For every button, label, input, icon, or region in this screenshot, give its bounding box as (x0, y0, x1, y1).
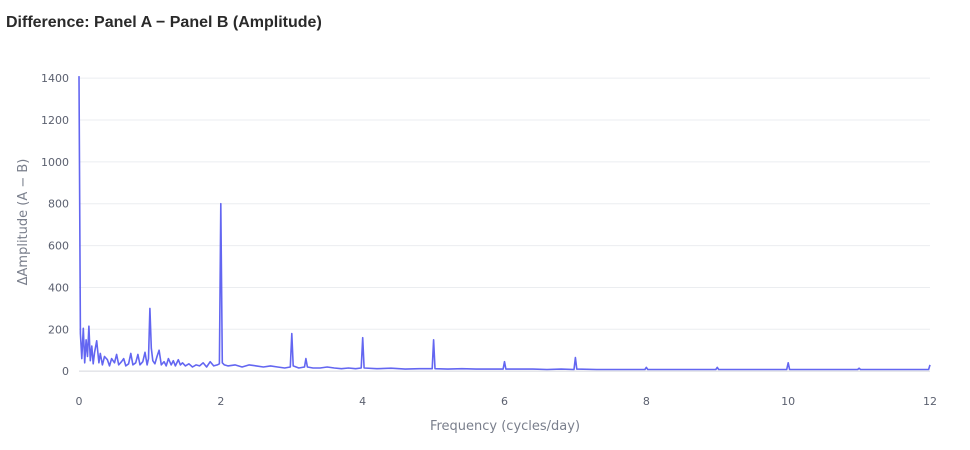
y-tick-label: 1400 (41, 72, 69, 85)
y-tick-label: 400 (48, 281, 69, 294)
x-tick-label: 2 (217, 395, 224, 408)
y-axis-ticks: 0 200 400 600 800 1000 1200 1400 (41, 72, 69, 378)
x-tick-label: 6 (501, 395, 508, 408)
x-tick-label: 4 (359, 395, 366, 408)
y-tick-label: 200 (48, 323, 69, 336)
x-tick-label: 12 (923, 395, 937, 408)
chart-title: Difference: Panel A − Panel B (Amplitude… (6, 14, 322, 31)
y-tick-label: 800 (48, 198, 69, 211)
x-tick-label: 10 (781, 395, 795, 408)
y-axis-label: ΔAmplitude (A − B) (16, 159, 31, 286)
y-tick-label: 1200 (41, 114, 69, 127)
y-tick-label: 0 (62, 365, 69, 378)
x-tick-label: 0 (76, 395, 83, 408)
y-tick-label: 1000 (41, 156, 69, 169)
grid-lines (79, 77, 930, 372)
y-tick-label: 600 (48, 240, 69, 253)
x-axis-ticks: 0 2 4 6 8 10 12 (76, 395, 938, 408)
x-tick-label: 8 (643, 395, 650, 408)
x-axis-label: Frequency (cycles/day) (430, 419, 580, 434)
series-line (78, 76, 931, 371)
